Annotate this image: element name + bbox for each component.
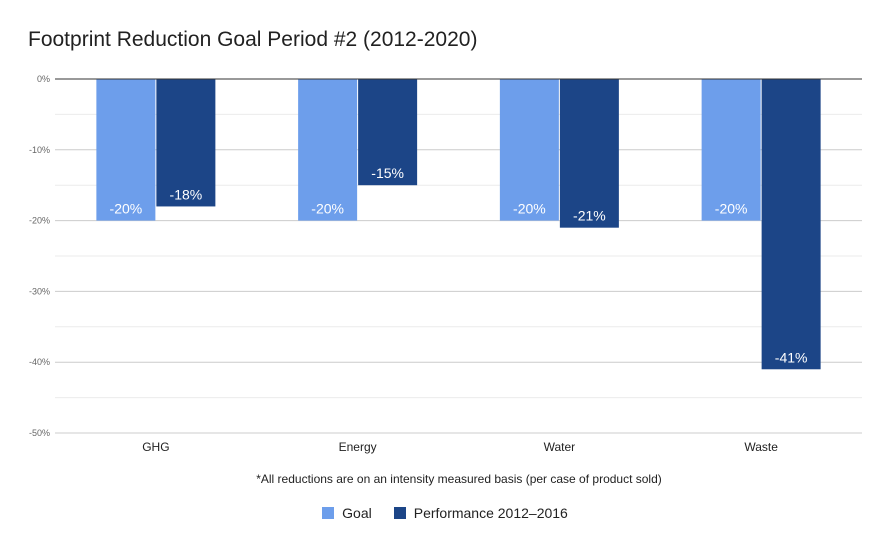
bar-water-performance	[559, 79, 619, 228]
legend-swatch	[393, 507, 406, 519]
legend-label: Goal	[342, 505, 372, 521]
legend: Goal Performance 2012–2016	[0, 505, 890, 521]
x-axis-ticks: GHG Energy Water Waste	[142, 440, 778, 454]
bar-waste-goal	[701, 79, 761, 221]
legend-item: Goal	[322, 505, 372, 521]
bar-ghg-performance	[156, 79, 216, 207]
y-tick-label: -40%	[29, 357, 50, 367]
y-tick-label: -10%	[29, 145, 50, 155]
bar-water-goal	[499, 79, 559, 221]
data-label: -20%	[311, 201, 344, 217]
data-label: -21%	[573, 208, 606, 224]
y-tick-label: -20%	[29, 216, 50, 226]
data-label: -20%	[715, 201, 748, 217]
data-label: -18%	[170, 186, 203, 202]
bars	[96, 79, 821, 370]
x-tick-label: GHG	[142, 440, 169, 454]
x-tick-label: Waste	[744, 440, 778, 454]
y-tick-label: -30%	[29, 286, 50, 296]
bar-waste-performance	[761, 79, 821, 370]
x-tick-label: Water	[544, 440, 576, 454]
legend-label: Performance 2012–2016	[413, 505, 568, 521]
bar-energy-performance	[358, 79, 418, 186]
y-tick-label: 0%	[37, 74, 50, 84]
chart-title: Footprint Reduction Goal Period #2 (2012…	[28, 28, 478, 51]
data-label: -20%	[513, 201, 546, 217]
y-axis-ticks: 0% -10% -20% -30% -40% -50%	[29, 74, 50, 438]
x-tick-label: Energy	[339, 440, 377, 454]
legend-swatch	[322, 507, 335, 519]
y-tick-label: -50%	[29, 428, 50, 438]
legend-item: Performance 2012–2016	[393, 505, 568, 521]
bar-energy-goal	[298, 79, 358, 221]
data-label: -41%	[775, 349, 808, 365]
data-labels: -20% -18% -20% -15% -20% -21% -20% -41%	[110, 165, 808, 365]
data-label: -20%	[110, 201, 143, 217]
data-label: -15%	[371, 165, 404, 181]
x-axis-title: *All reductions are on an intensity meas…	[256, 472, 662, 486]
bar-ghg-goal	[96, 79, 156, 221]
